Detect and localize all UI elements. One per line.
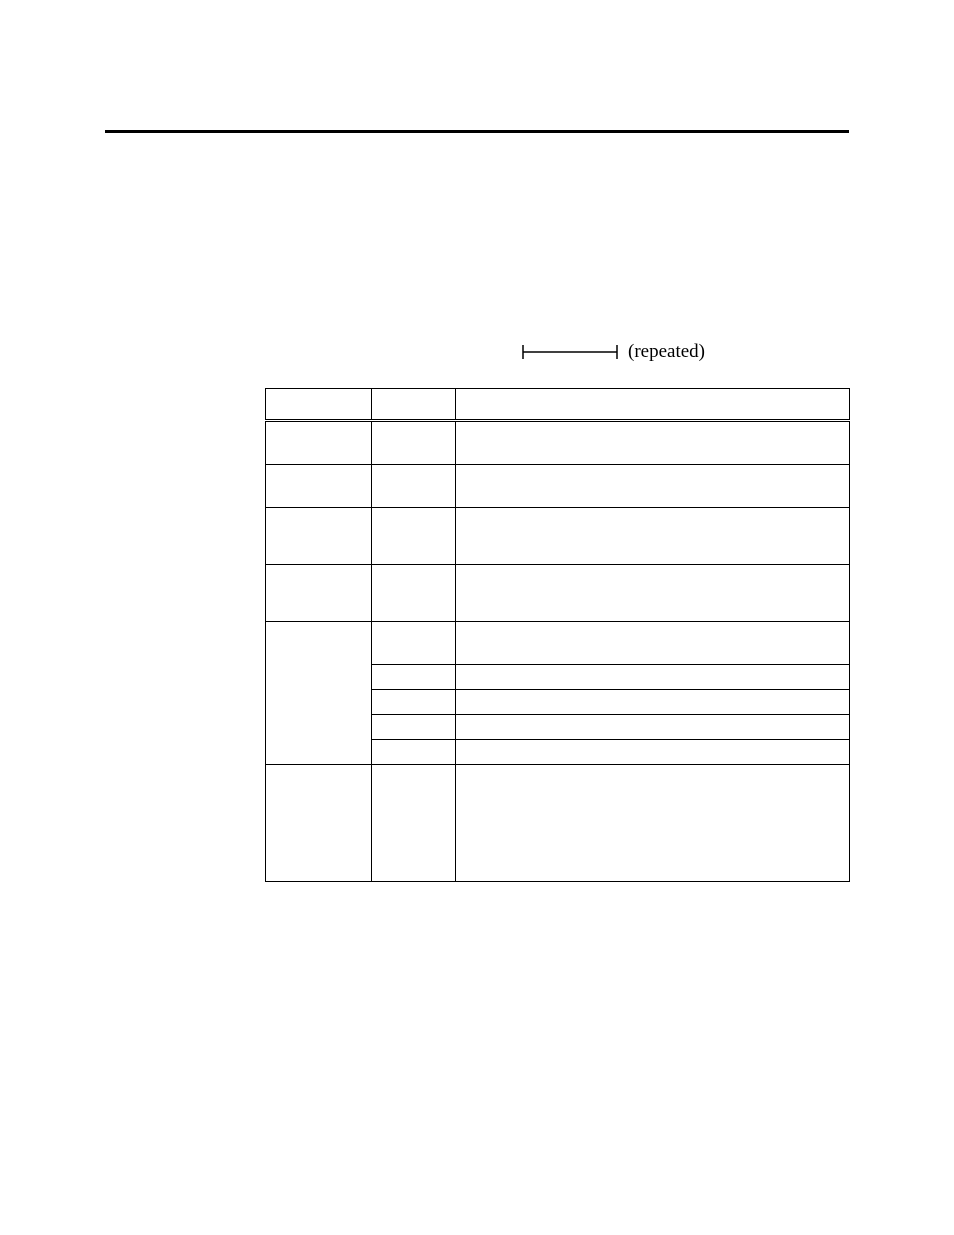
table-cell: [266, 421, 372, 465]
table-cell: [372, 465, 456, 508]
table-cell: [456, 421, 850, 465]
top-horizontal-rule: [105, 130, 849, 133]
table-row: [266, 565, 850, 622]
header-cell: [372, 389, 456, 421]
table-cell: [372, 421, 456, 465]
table-cell: [456, 715, 850, 740]
table-header-row: [266, 389, 850, 421]
table-cell: [456, 565, 850, 622]
table-cell: [456, 508, 850, 565]
table-cell: [456, 622, 850, 665]
table-cell: [372, 622, 456, 665]
header-cell: [456, 389, 850, 421]
table-cell: [266, 622, 372, 765]
table-cell: [456, 740, 850, 765]
table-row: [266, 508, 850, 565]
table-cell: [372, 565, 456, 622]
repeated-marker: (repeated): [522, 340, 705, 364]
header-cell: [266, 389, 372, 421]
table-cell: [456, 465, 850, 508]
table-cell: [456, 690, 850, 715]
table-cell: [266, 765, 372, 882]
table-cell: [372, 690, 456, 715]
table-cell: [456, 665, 850, 690]
data-table: [265, 388, 850, 882]
repeated-label: (repeated): [628, 341, 705, 363]
table-row: [266, 622, 850, 665]
page: (repeated): [0, 0, 954, 1235]
table-cell: [372, 740, 456, 765]
table-cell: [372, 508, 456, 565]
table-cell: [372, 765, 456, 882]
table-cell: [266, 508, 372, 565]
table-row: [266, 765, 850, 882]
table-row: [266, 465, 850, 508]
table-cell: [266, 465, 372, 508]
table-cell: [266, 565, 372, 622]
table-row: [266, 421, 850, 465]
table-cell: [372, 715, 456, 740]
interval-bracket-icon: [522, 343, 618, 361]
table-cell: [372, 665, 456, 690]
table-cell: [456, 765, 850, 882]
